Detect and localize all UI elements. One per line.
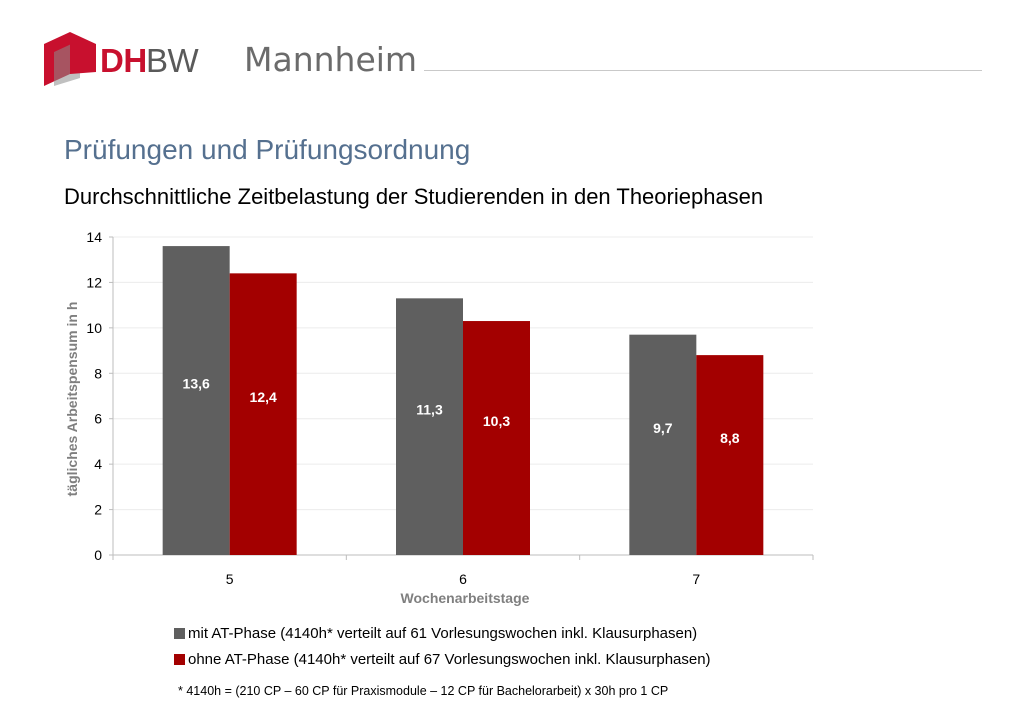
y-tick-label-4: 8 <box>94 365 102 381</box>
dhbw-logo: DH BW Mannheim <box>44 30 417 90</box>
y-tick-label-6: 12 <box>86 274 102 290</box>
bar-s1-c0 <box>229 273 297 555</box>
bar-s0-c2 <box>629 334 697 555</box>
y-tick-label-7: 14 <box>86 229 102 245</box>
bar-s1-c1 <box>463 321 530 555</box>
data-label-s1-c1: 10,3 <box>483 413 510 429</box>
chart-legend: mit AT-Phase (4140h* verteilt auf 61 Vor… <box>174 620 711 672</box>
bar-s0-c1 <box>396 298 463 555</box>
y-tick-label-2: 4 <box>94 456 102 472</box>
x-tick-label-2: 7 <box>692 571 700 587</box>
data-label-s1-c2: 8,8 <box>720 430 740 446</box>
x-tick-label-0: 5 <box>226 571 234 587</box>
y-axis-title: tägliches Arbeitspensum in h <box>64 302 80 497</box>
x-tick-label-1: 6 <box>459 571 467 587</box>
legend-swatch-0 <box>174 627 185 639</box>
y-tick-label-5: 10 <box>86 320 102 336</box>
data-label-s0-c1: 11,3 <box>416 402 443 418</box>
legend-item-1: ohne AT-Phase (4140h* verteilt auf 67 Vo… <box>174 646 711 672</box>
data-label-s0-c0: 13,6 <box>183 376 210 392</box>
bar-chart: 0 2 4 6 8 10 12 14 13,6 12,4 5 11,3 10,3 6 9,7 8,8 7 Woch… <box>64 229 814 606</box>
bar-s1-c2 <box>696 355 764 555</box>
y-tick-label-0: 0 <box>94 547 102 563</box>
page-subtitle: Durchschnittliche Zeitbelastung der Stud… <box>64 184 764 209</box>
logo-brand-bw: BW <box>146 42 199 79</box>
header-divider <box>424 70 982 71</box>
legend-swatch-1 <box>174 653 185 665</box>
legend-item-0: mit AT-Phase (4140h* verteilt auf 61 Vor… <box>174 620 711 646</box>
footnote: * 4140h = (210 CP – 60 CP für Praxismodu… <box>178 684 669 698</box>
page-title: Prüfungen und Prüfungsordnung <box>64 134 471 165</box>
legend-label-0: mit AT-Phase (4140h* verteilt auf 61 Vor… <box>188 624 698 642</box>
data-label-s0-c2: 9,7 <box>653 420 673 436</box>
bar-s0-c0 <box>162 246 230 556</box>
logo-location: Mannheim <box>244 40 418 79</box>
y-tick-label-3: 6 <box>94 411 102 427</box>
data-label-s1-c0: 12,4 <box>250 389 277 405</box>
dhbw-logo-icon <box>44 32 96 86</box>
logo-brand-dh: DH <box>100 42 147 79</box>
legend-label-1: ohne AT-Phase (4140h* verteilt auf 67 Vo… <box>188 650 711 668</box>
y-tick-label-1: 2 <box>94 502 102 518</box>
x-axis-title: Wochenarbeitstage <box>401 590 530 606</box>
